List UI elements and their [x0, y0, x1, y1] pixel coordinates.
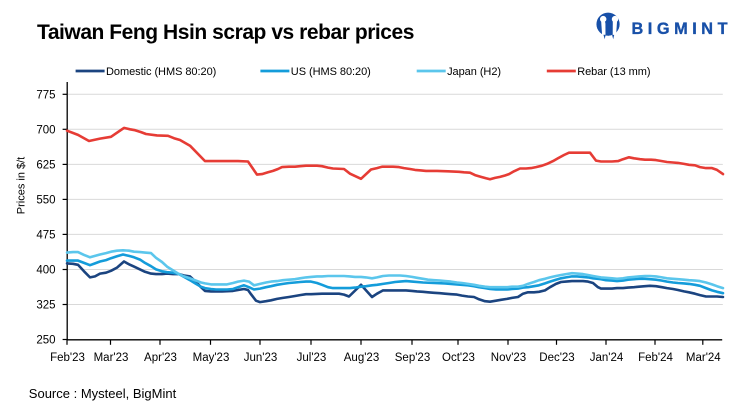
svg-text:Domestic (HMS 80:20): Domestic (HMS 80:20) [106, 66, 216, 78]
svg-text:Rebar (13 mm): Rebar (13 mm) [577, 66, 650, 78]
svg-text:625: 625 [36, 160, 55, 172]
svg-text:BIGMINT: BIGMINT [632, 20, 733, 38]
svg-text:US (HMS 80:20): US (HMS 80:20) [291, 66, 371, 78]
svg-text:Feb'23: Feb'23 [50, 352, 85, 364]
svg-text:775: 775 [36, 90, 55, 102]
svg-text:Japan (H2): Japan (H2) [447, 66, 501, 78]
svg-text:700: 700 [36, 125, 55, 137]
svg-text:Oct'23: Oct'23 [442, 352, 475, 364]
svg-text:Source : Mysteel, BigMint: Source : Mysteel, BigMint [29, 386, 177, 401]
svg-text:Apr'23: Apr'23 [144, 352, 177, 364]
svg-text:Jun'23: Jun'23 [244, 352, 278, 364]
svg-text:325: 325 [36, 300, 55, 312]
svg-text:250: 250 [36, 335, 55, 347]
svg-text:475: 475 [36, 230, 55, 242]
svg-text:550: 550 [36, 195, 55, 207]
svg-text:Prices in $/t: Prices in $/t [16, 157, 28, 214]
svg-text:Mar'23: Mar'23 [94, 352, 129, 364]
svg-text:Sep'23: Sep'23 [395, 352, 430, 364]
svg-text:May'23: May'23 [193, 352, 230, 364]
svg-text:Aug'23: Aug'23 [344, 352, 379, 364]
svg-text:Feb'24: Feb'24 [638, 352, 673, 364]
svg-text:Jan'24: Jan'24 [590, 352, 624, 364]
svg-text:Dec'23: Dec'23 [539, 352, 574, 364]
svg-text:Nov'23: Nov'23 [491, 352, 526, 364]
svg-text:Jul'23: Jul'23 [297, 352, 327, 364]
svg-text:400: 400 [36, 265, 55, 277]
svg-text:Mar'24: Mar'24 [686, 352, 721, 364]
svg-text:Taiwan Feng Hsin scrap vs reba: Taiwan Feng Hsin scrap vs rebar prices [37, 21, 414, 44]
